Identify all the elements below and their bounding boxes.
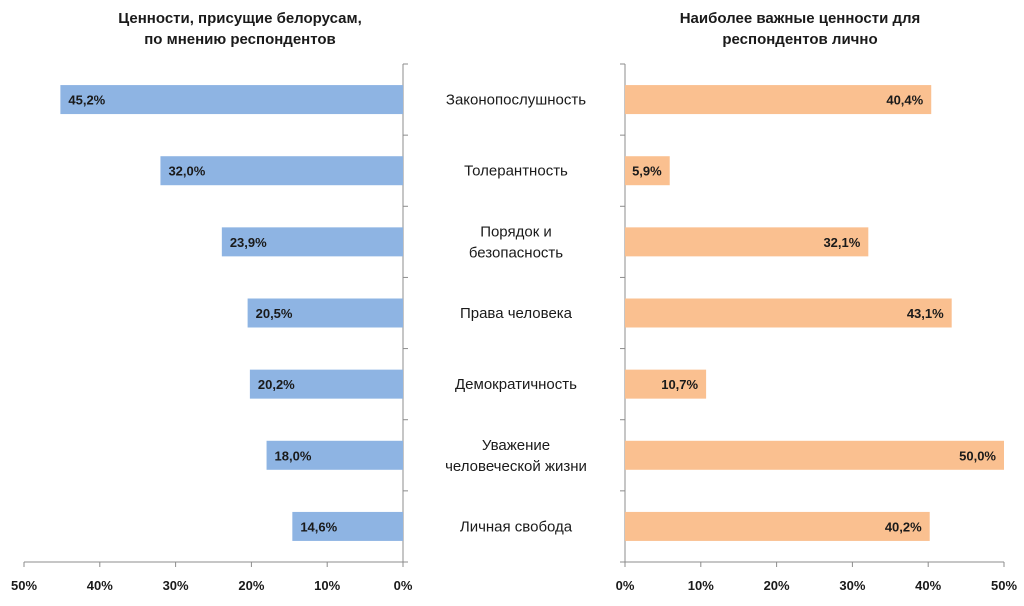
right-bar [625, 511, 930, 541]
right-x-tick-label: 0% [616, 578, 635, 593]
category-label: Законопослушность [446, 92, 586, 109]
right-x-tick-label: 50% [991, 578, 1017, 593]
left-x-tick-label: 0% [394, 578, 413, 593]
left-x-tick-label: 30% [163, 578, 189, 593]
left-title-line-1: Ценности, присущие белорусам, [118, 10, 362, 27]
right-bar [625, 298, 952, 328]
right-bar-value-label: 40,2% [885, 519, 922, 534]
left-bar [60, 85, 403, 115]
right-chart-title: Наиболее важные ценности для респонденто… [600, 8, 1000, 50]
left-bar-value-label: 45,2% [68, 93, 105, 108]
right-bar [625, 85, 932, 115]
left-bar [292, 511, 403, 541]
left-bar-value-label: 18,0% [275, 448, 312, 463]
category-label: Уважение [482, 437, 550, 454]
right-bar-value-label: 43,1% [907, 306, 944, 321]
category-label: Личная свобода [460, 518, 573, 535]
category-label: Права человека [460, 305, 573, 322]
category-label: Толерантность [464, 163, 568, 180]
left-chart-title: Ценности, присущие белорусам, по мнению … [60, 8, 420, 50]
category-label: Демократичность [455, 376, 577, 393]
left-x-tick-label: 40% [87, 578, 113, 593]
left-bar-value-label: 32,0% [168, 164, 205, 179]
left-bar-value-label: 20,5% [256, 306, 293, 321]
right-x-tick-label: 20% [764, 578, 790, 593]
right-bar [625, 156, 670, 186]
right-title-line-2: респондентов лично [722, 31, 878, 48]
right-x-tick-label: 40% [915, 578, 941, 593]
left-x-tick-label: 20% [238, 578, 264, 593]
left-bar [221, 227, 403, 257]
right-bar-value-label: 50,0% [959, 448, 996, 463]
right-bar-value-label: 32,1% [823, 235, 860, 250]
right-bar-value-label: 10,7% [661, 377, 698, 392]
left-bar-value-label: 23,9% [230, 235, 267, 250]
left-x-tick-label: 10% [314, 578, 340, 593]
right-title-line-1: Наиболее важные ценности для [679, 10, 921, 27]
left-bar-value-label: 20,2% [258, 377, 295, 392]
right-bar [625, 440, 1004, 470]
left-bar [249, 369, 403, 399]
right-bar [625, 369, 707, 399]
right-x-tick-label: 30% [839, 578, 865, 593]
category-label: безопасность [469, 244, 563, 261]
left-bar [160, 156, 403, 186]
left-bar [266, 440, 403, 470]
left-title-line-2: по мнению респондентов [144, 31, 336, 48]
left-bar [247, 298, 403, 328]
category-label: Порядок и [480, 223, 552, 240]
right-bar-value-label: 40,4% [886, 93, 923, 108]
category-label: человеческой жизни [445, 458, 587, 475]
right-bar [625, 227, 869, 257]
left-x-tick-label: 50% [11, 578, 37, 593]
right-bar-value-label: 5,9% [632, 164, 662, 179]
right-x-tick-label: 10% [688, 578, 714, 593]
left-bar-value-label: 14,6% [300, 519, 337, 534]
